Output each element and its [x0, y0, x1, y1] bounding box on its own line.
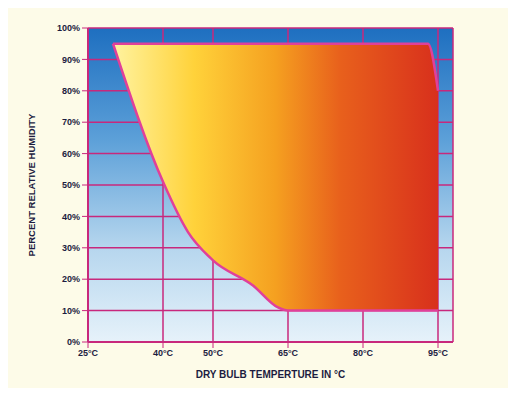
- svg-text:30%: 30%: [62, 243, 80, 253]
- svg-text:70%: 70%: [62, 117, 80, 127]
- svg-text:10%: 10%: [62, 306, 80, 316]
- svg-text:40%: 40%: [62, 212, 80, 222]
- svg-text:20%: 20%: [62, 274, 80, 284]
- svg-text:50°C: 50°C: [203, 348, 224, 358]
- svg-text:65°C: 65°C: [278, 348, 299, 358]
- svg-text:50%: 50%: [62, 180, 80, 190]
- svg-text:PERCENT RELATIVE HUMIDITY: PERCENT RELATIVE HUMIDITY: [26, 113, 37, 257]
- svg-text:100%: 100%: [57, 23, 80, 33]
- svg-text:95°C: 95°C: [428, 348, 449, 358]
- svg-text:80%: 80%: [62, 86, 80, 96]
- svg-text:80°C: 80°C: [353, 348, 374, 358]
- svg-text:40°C: 40°C: [153, 348, 174, 358]
- svg-text:25°C: 25°C: [78, 348, 99, 358]
- svg-text:DRY BULB TEMPERTURE IN °C: DRY BULB TEMPERTURE IN °C: [196, 369, 346, 380]
- svg-text:60%: 60%: [62, 149, 80, 159]
- svg-text:0%: 0%: [67, 337, 80, 347]
- svg-text:90%: 90%: [62, 55, 80, 65]
